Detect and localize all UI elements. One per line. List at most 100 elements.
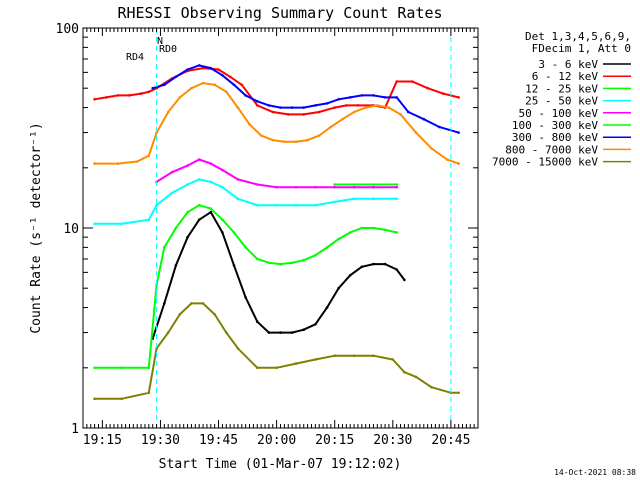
data-point bbox=[337, 237, 340, 241]
data-point bbox=[120, 222, 123, 226]
data-point bbox=[356, 104, 360, 107]
data-point bbox=[290, 261, 294, 265]
data-point bbox=[93, 397, 96, 401]
data-point bbox=[93, 366, 96, 370]
data-point bbox=[197, 203, 201, 207]
data-point bbox=[333, 106, 337, 109]
data-point bbox=[352, 183, 356, 186]
data-point bbox=[178, 313, 182, 316]
annotation-rd0: RD0 bbox=[159, 44, 177, 55]
data-point bbox=[383, 262, 387, 266]
data-point bbox=[360, 94, 364, 97]
data-point bbox=[445, 158, 449, 161]
data-point bbox=[372, 197, 375, 201]
data-point bbox=[290, 331, 294, 334]
data-point bbox=[364, 106, 368, 109]
data-point bbox=[186, 235, 189, 239]
data-point bbox=[147, 391, 151, 395]
data-point bbox=[255, 366, 259, 370]
data-point bbox=[395, 197, 399, 201]
data-point bbox=[147, 154, 151, 157]
data-point bbox=[275, 185, 278, 189]
data-point bbox=[213, 83, 216, 87]
data-point bbox=[174, 264, 178, 267]
data-point bbox=[430, 147, 433, 150]
data-point bbox=[294, 185, 298, 189]
data-point bbox=[279, 106, 282, 109]
data-point bbox=[337, 286, 340, 290]
series-line bbox=[94, 67, 459, 116]
annotation-rd4: RD4 bbox=[126, 52, 144, 63]
y-tick-label: 1 bbox=[71, 422, 79, 437]
data-point bbox=[372, 226, 375, 230]
data-point bbox=[147, 366, 151, 370]
data-point bbox=[410, 80, 414, 83]
series-line bbox=[94, 82, 459, 165]
data-point bbox=[128, 94, 131, 97]
data-point bbox=[302, 106, 306, 109]
data-point bbox=[93, 162, 96, 165]
data-point bbox=[372, 183, 375, 186]
data-point bbox=[337, 98, 340, 101]
series-line bbox=[152, 64, 459, 134]
data-point bbox=[120, 397, 123, 401]
data-point bbox=[403, 278, 406, 282]
data-point bbox=[228, 75, 232, 79]
data-point bbox=[255, 203, 259, 207]
data-point bbox=[178, 96, 182, 99]
legend-header: Det 1,3,4,5,6,9, bbox=[525, 30, 631, 43]
data-point bbox=[170, 170, 174, 174]
data-point bbox=[271, 138, 275, 142]
data-point bbox=[209, 162, 213, 165]
data-point bbox=[294, 140, 298, 143]
series-3 bbox=[93, 203, 399, 370]
data-point bbox=[403, 370, 406, 374]
data-point bbox=[341, 117, 344, 121]
data-point bbox=[314, 254, 317, 257]
data-point bbox=[221, 185, 224, 189]
data-point bbox=[221, 74, 224, 77]
data-point bbox=[151, 86, 154, 90]
date-stamp: 14-Oct-2021 08:38 bbox=[554, 468, 636, 477]
data-point bbox=[236, 178, 240, 181]
y-tick-label: 100 bbox=[56, 22, 79, 37]
data-point bbox=[325, 306, 329, 309]
data-point bbox=[232, 83, 236, 87]
data-point bbox=[333, 200, 337, 204]
data-point bbox=[286, 113, 290, 116]
series-8 bbox=[93, 81, 460, 165]
data-point bbox=[383, 96, 387, 99]
data-point bbox=[209, 210, 213, 214]
data-point bbox=[135, 160, 139, 163]
data-point bbox=[197, 158, 201, 161]
data-point bbox=[186, 183, 189, 186]
data-point bbox=[376, 104, 379, 107]
data-point bbox=[236, 197, 240, 201]
data-point bbox=[441, 92, 445, 95]
x-tick-label: 20:15 bbox=[315, 433, 354, 448]
y-axis-label: Count Rate (s⁻¹ detector⁻¹) bbox=[29, 122, 44, 333]
x-tick-label: 20:30 bbox=[373, 433, 412, 448]
data-point bbox=[383, 228, 387, 232]
data-point bbox=[197, 218, 201, 221]
data-point bbox=[166, 110, 170, 114]
data-point bbox=[333, 185, 337, 189]
data-point bbox=[422, 117, 426, 121]
data-point bbox=[360, 226, 364, 230]
data-point bbox=[209, 207, 213, 210]
legend: Det 1,3,4,5,6,9,FDecim 1, Att 0 3 - 6 keV… bbox=[492, 30, 631, 169]
data-point bbox=[213, 313, 216, 316]
data-point bbox=[147, 218, 151, 221]
series-7 bbox=[151, 64, 460, 134]
data-point bbox=[372, 354, 375, 358]
series-2 bbox=[93, 66, 460, 116]
data-point bbox=[314, 323, 317, 326]
data-point bbox=[333, 183, 337, 186]
legend-entry-label: 100 - 300 keV bbox=[512, 119, 598, 132]
data-point bbox=[221, 218, 224, 221]
data-point bbox=[294, 362, 298, 365]
data-point bbox=[372, 94, 375, 97]
data-point bbox=[302, 258, 306, 262]
